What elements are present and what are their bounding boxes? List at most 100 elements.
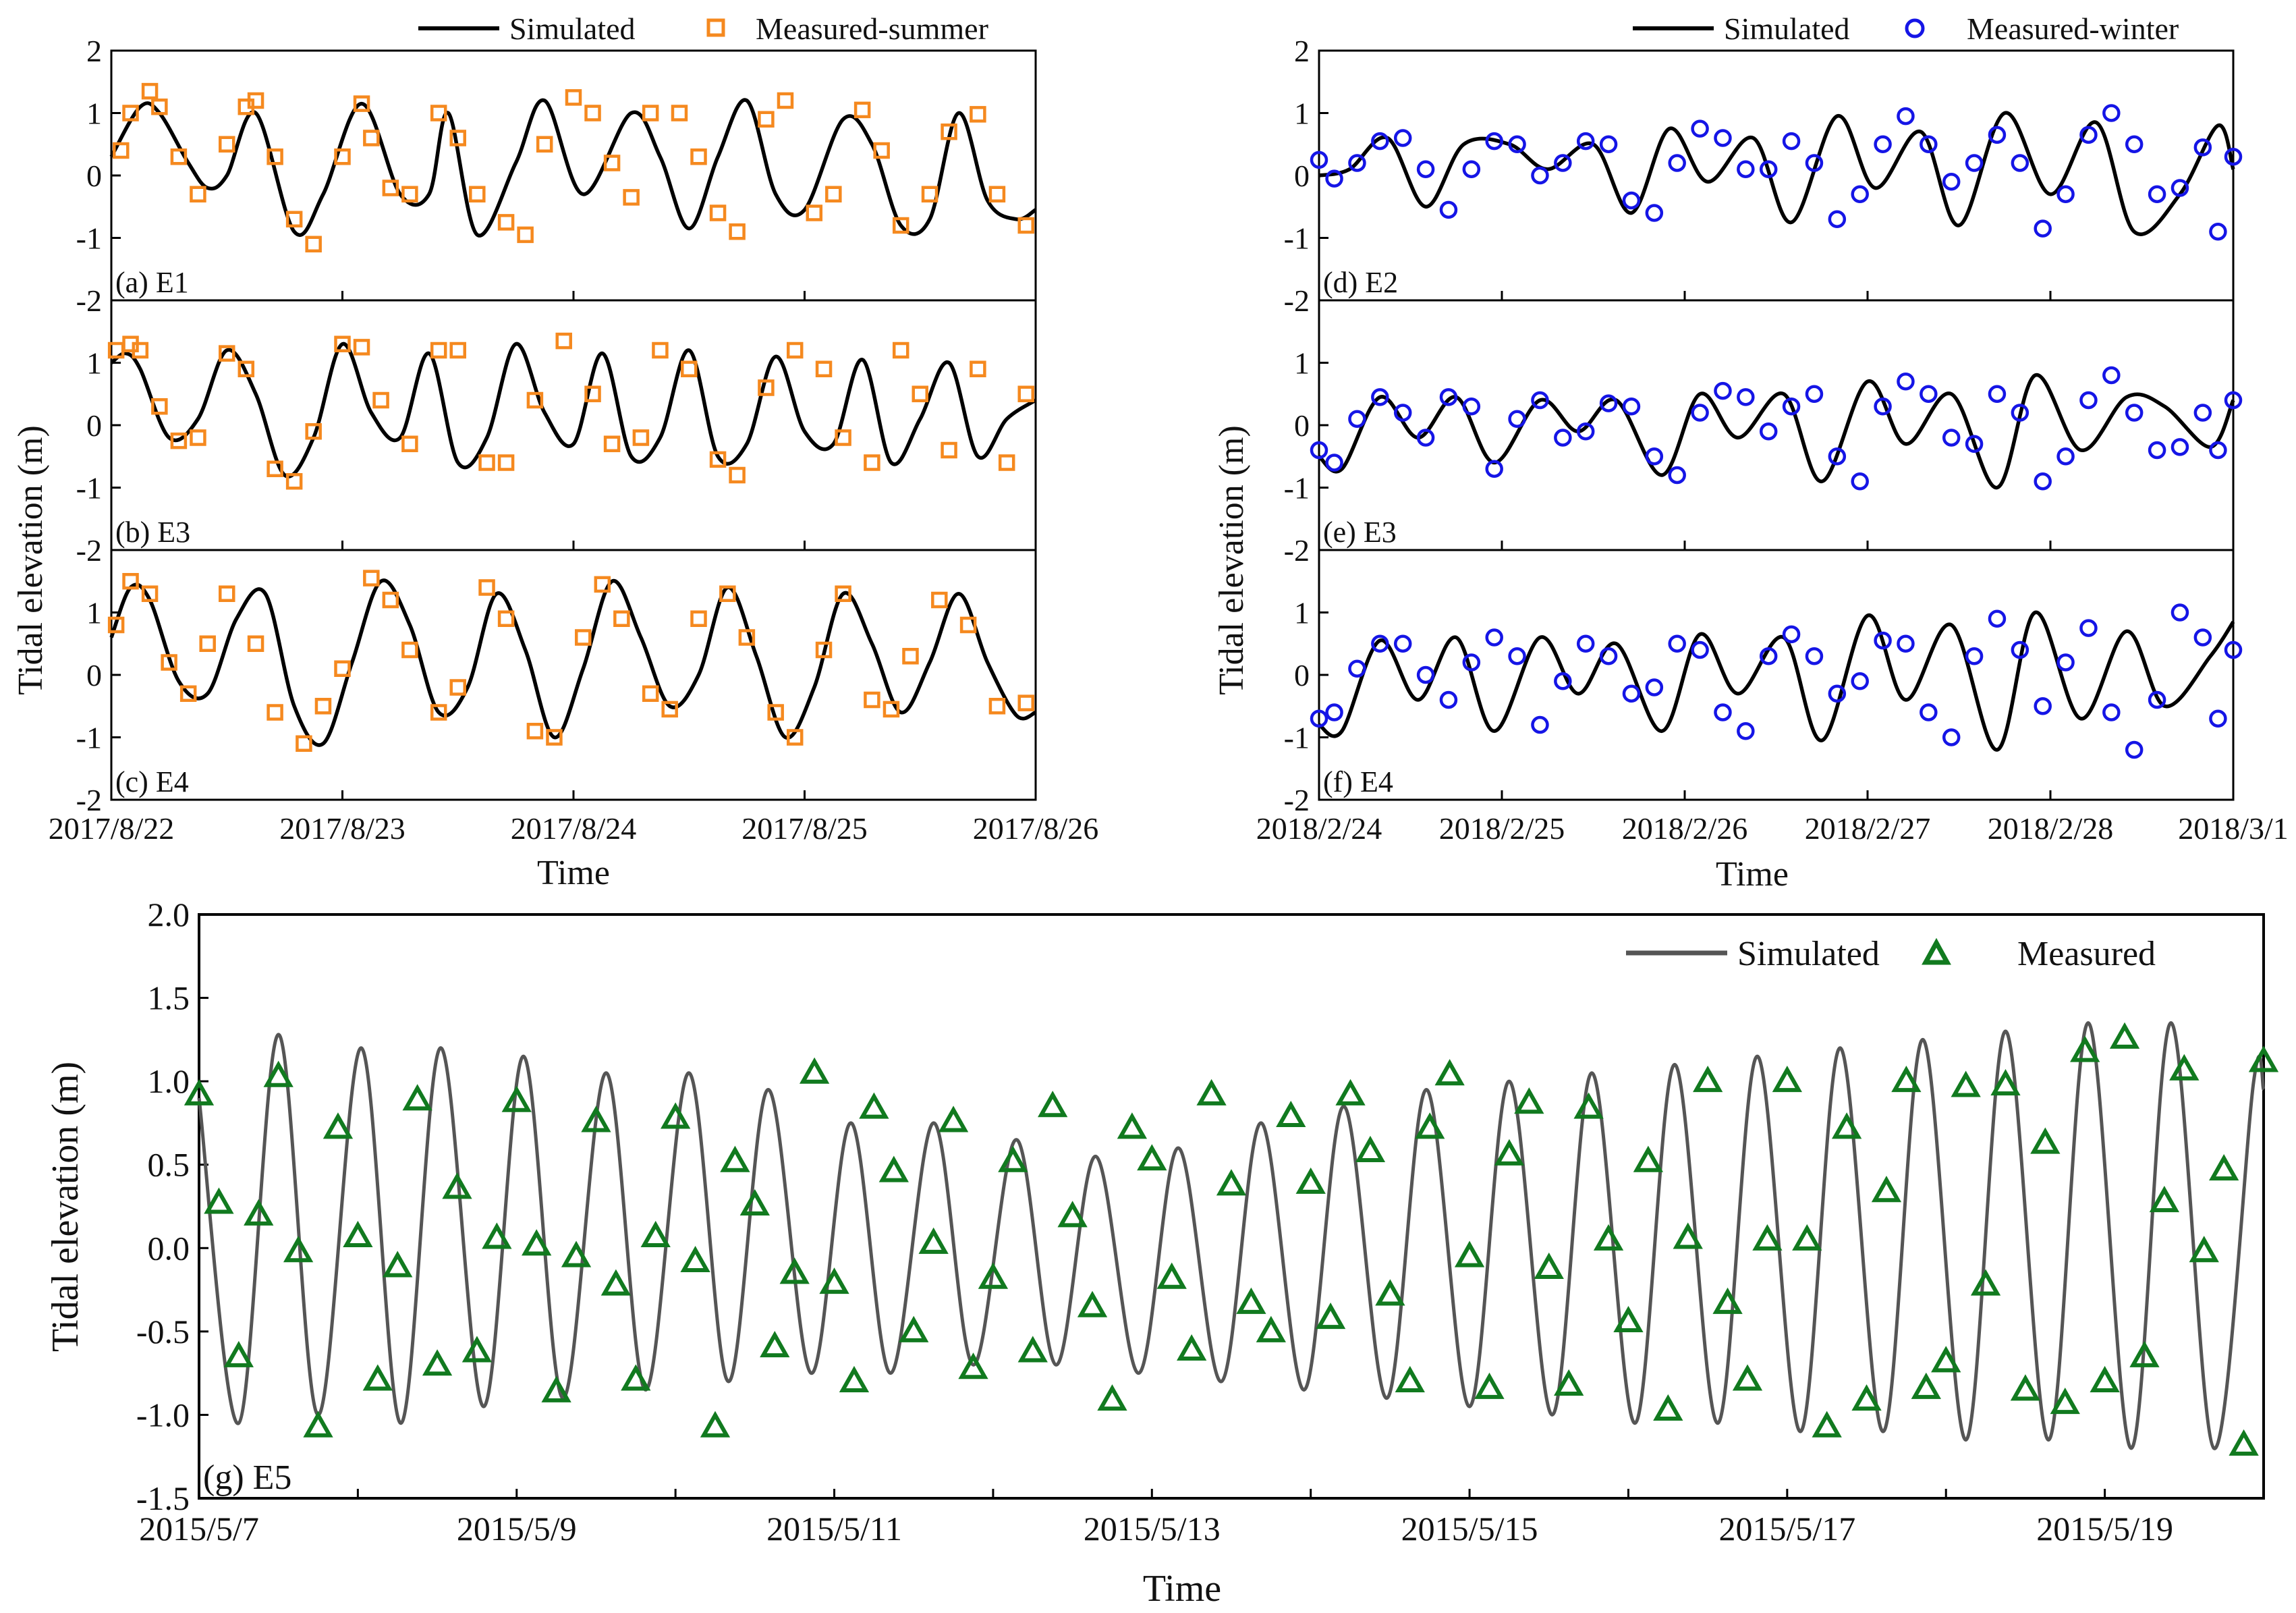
measured-point bbox=[122, 105, 139, 121]
y-tick-label: -1.5 bbox=[136, 1479, 190, 1517]
measured-point bbox=[449, 130, 466, 146]
measured-point bbox=[526, 723, 544, 740]
measured-point bbox=[1714, 703, 1732, 721]
measured-point bbox=[469, 186, 486, 202]
measured-point bbox=[988, 698, 1006, 715]
measured-point bbox=[1737, 388, 1755, 406]
measured-point bbox=[1951, 1070, 1981, 1097]
measured-point bbox=[2125, 740, 2144, 759]
measured-point bbox=[2030, 1127, 2061, 1154]
measured-point bbox=[1325, 703, 1343, 721]
measured-point bbox=[1573, 1092, 1604, 1119]
measured-point bbox=[2050, 1388, 2080, 1415]
measured-point bbox=[517, 226, 534, 244]
measured-point bbox=[353, 339, 370, 356]
measured-point bbox=[998, 454, 1015, 471]
measured-point bbox=[2224, 640, 2243, 659]
x-tick-label: 2015/5/17 bbox=[1718, 1510, 1855, 1548]
x-tick-label: 2015/5/15 bbox=[1401, 1510, 1538, 1548]
panel-label: (c) E4 bbox=[115, 765, 189, 798]
measured-point bbox=[334, 660, 351, 677]
measured-point bbox=[1851, 185, 1869, 203]
measured-point bbox=[1335, 1078, 1366, 1105]
y-tick-label: 1 bbox=[1294, 97, 1310, 131]
measured-point bbox=[1310, 709, 1328, 728]
measured-point bbox=[1494, 1139, 1525, 1166]
measured-point bbox=[1897, 373, 1915, 391]
measured-point bbox=[2171, 603, 2189, 622]
measured-point bbox=[1759, 647, 1778, 665]
measured-point bbox=[1828, 447, 1847, 466]
measured-point bbox=[719, 585, 736, 602]
measured-point bbox=[402, 1084, 432, 1111]
measured-point bbox=[1732, 1364, 1763, 1391]
simulated-line bbox=[109, 578, 1037, 747]
plot-frame bbox=[110, 299, 1037, 551]
y-tick-label: 2.0 bbox=[148, 896, 190, 933]
plot-frame bbox=[110, 549, 1037, 801]
y-tick-label: 1.5 bbox=[148, 979, 190, 1017]
measured-point bbox=[941, 124, 957, 140]
measured-point bbox=[555, 332, 572, 350]
measured-point bbox=[2171, 438, 2189, 456]
measured-point bbox=[1393, 129, 1412, 147]
legend-sim-label-winter: Simulated bbox=[1724, 11, 1850, 46]
measured-point bbox=[621, 1364, 651, 1391]
measured-point bbox=[334, 335, 351, 352]
measured-point bbox=[1554, 429, 1572, 447]
measured-point bbox=[2102, 703, 2121, 721]
measured-point bbox=[1942, 728, 1961, 746]
measured-point bbox=[642, 685, 659, 702]
measured-point bbox=[1988, 126, 2007, 144]
measured-point bbox=[132, 341, 149, 359]
measured-point bbox=[1645, 447, 1664, 466]
measured-point bbox=[575, 629, 592, 646]
x-axis-title-bottom: Time bbox=[1143, 1568, 1221, 1610]
measured-point bbox=[1599, 135, 1618, 153]
measured-point bbox=[263, 1060, 293, 1087]
measured-point bbox=[1759, 422, 1778, 441]
measured-point bbox=[497, 214, 515, 231]
measured-point bbox=[283, 1236, 314, 1263]
measured-point bbox=[1439, 388, 1458, 406]
measured-point bbox=[1017, 385, 1034, 402]
measured-point bbox=[1691, 119, 1709, 138]
measured-point bbox=[363, 130, 380, 146]
measured-point bbox=[1196, 1078, 1227, 1105]
x-tick-label: 2018/2/24 bbox=[1256, 811, 1382, 846]
measured-point bbox=[430, 341, 447, 359]
measured-point bbox=[522, 1229, 552, 1256]
measured-point bbox=[247, 635, 264, 652]
measured-point bbox=[1782, 398, 1801, 416]
x-tick-label: 2018/2/27 bbox=[1805, 811, 1931, 846]
measured-point bbox=[199, 635, 216, 652]
measured-point bbox=[1970, 1269, 2001, 1296]
measured-point bbox=[267, 704, 283, 721]
measured-point bbox=[998, 1145, 1028, 1172]
legend-summer: Simulated Measured-summer bbox=[418, 11, 988, 46]
measured-point bbox=[1965, 647, 1984, 665]
measured-point bbox=[815, 641, 833, 659]
measured-point bbox=[362, 1364, 393, 1391]
x-tick-label: 2018/2/25 bbox=[1439, 811, 1565, 846]
x-tick-label: 2015/5/7 bbox=[139, 1510, 259, 1548]
measured-point bbox=[1310, 151, 1328, 169]
measured-point bbox=[859, 1092, 889, 1119]
measured-point bbox=[1534, 1252, 1564, 1279]
measured-point bbox=[873, 142, 890, 159]
measured-point bbox=[581, 1105, 611, 1132]
plot-frame bbox=[1318, 549, 2235, 801]
measured-point bbox=[1805, 154, 1824, 172]
measured-point bbox=[141, 585, 159, 602]
measured-point bbox=[497, 454, 515, 471]
measured-point bbox=[642, 105, 659, 121]
x-tick-label: 2017/8/24 bbox=[511, 811, 637, 846]
measured-point bbox=[219, 585, 235, 602]
measured-point bbox=[296, 735, 312, 752]
measured-point bbox=[2011, 404, 2029, 422]
panel-label: (a) E1 bbox=[115, 266, 189, 299]
y-tick-label: -2 bbox=[76, 783, 102, 817]
measured-point bbox=[305, 423, 322, 440]
measured-point bbox=[497, 610, 515, 627]
measured-point bbox=[219, 136, 235, 153]
